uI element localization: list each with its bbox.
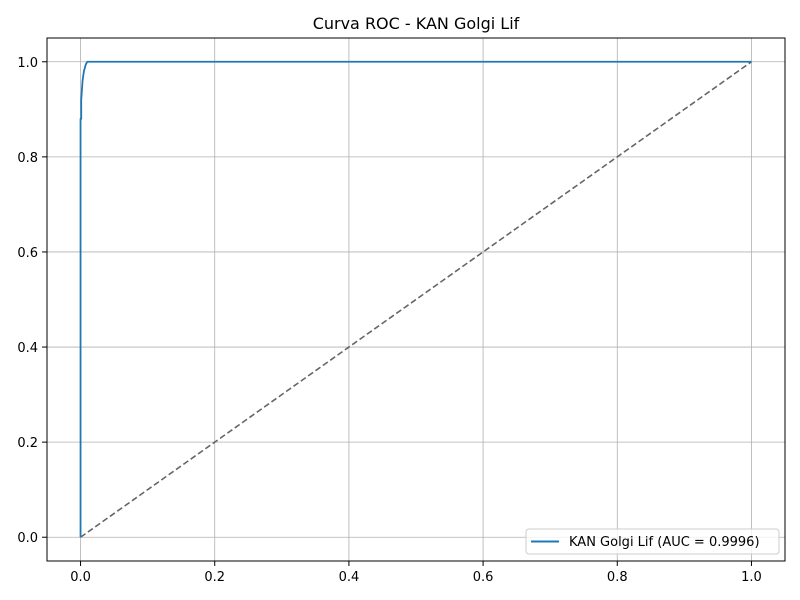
- y-tick-label: 0.2: [17, 436, 38, 451]
- y-tick-label: 1.0: [17, 56, 38, 71]
- x-axis: 0.0 0.2 0.4 0.6 0.8 1.0: [70, 561, 762, 585]
- roc-curve-line: [79, 60, 752, 538]
- x-tick-label: 1.0: [741, 570, 762, 585]
- legend-label: KAN Golgi Lif (AUC = 0.9996): [569, 535, 760, 550]
- chart-title: Curva ROC - KAN Golgi Lif: [313, 14, 520, 33]
- y-tick-label: 0.8: [17, 151, 38, 166]
- y-axis: 0.0 0.2 0.4 0.6 0.8 1.0: [17, 56, 47, 546]
- x-tick-label: 0.8: [607, 570, 628, 585]
- x-tick-label: 0.6: [473, 570, 494, 585]
- x-tick-label: 0.2: [204, 570, 225, 585]
- legend: KAN Golgi Lif (AUC = 0.9996): [525, 528, 780, 555]
- y-tick-label: 0.0: [17, 531, 38, 546]
- y-tick-label: 0.4: [17, 341, 38, 356]
- x-tick-label: 0.0: [70, 570, 91, 585]
- y-tick-label: 0.6: [17, 246, 38, 261]
- plot-frame: [46, 37, 786, 562]
- chance-diagonal-line: [80, 61, 752, 538]
- legend-box: [525, 528, 780, 555]
- plot-series: [79, 60, 752, 538]
- x-tick-label: 0.4: [339, 570, 360, 585]
